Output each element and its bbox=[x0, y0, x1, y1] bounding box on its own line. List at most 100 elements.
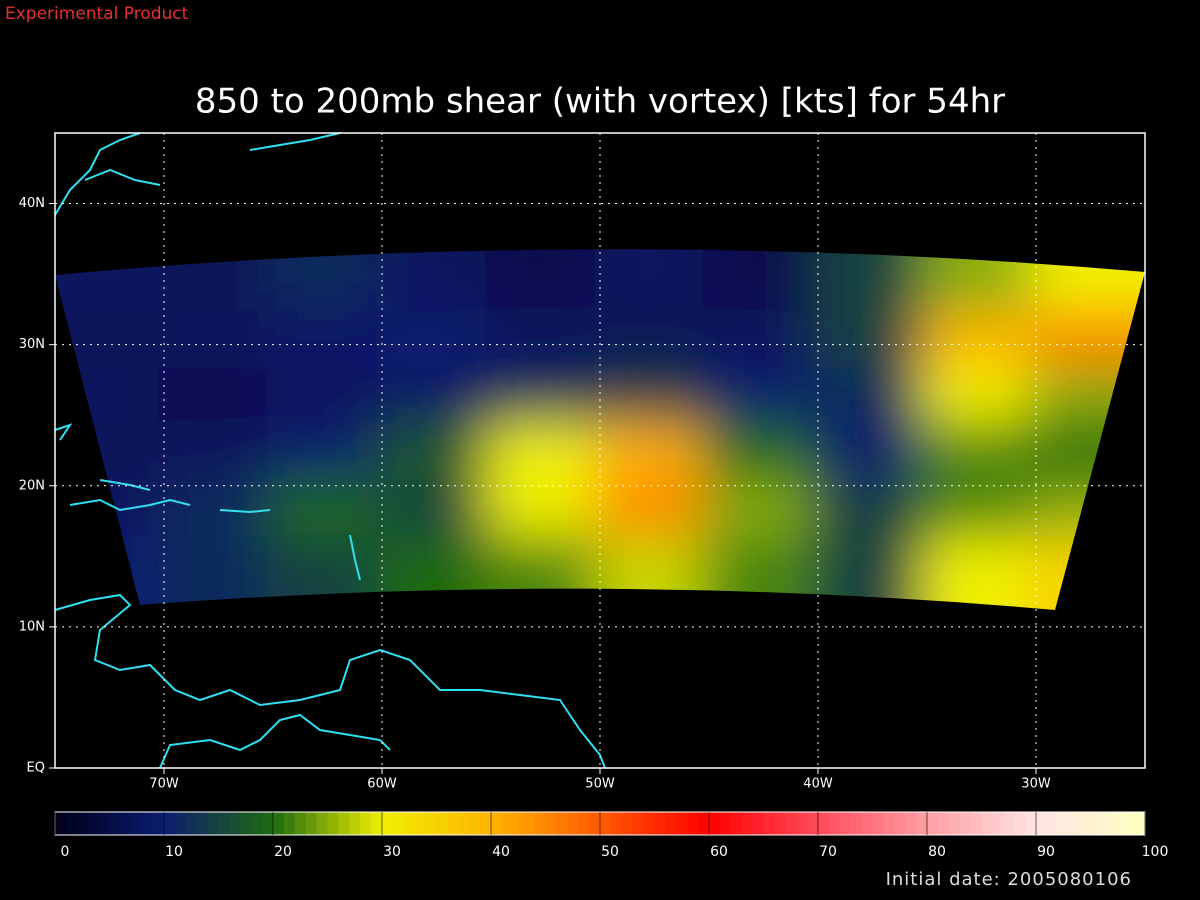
colorbar-step bbox=[55, 812, 67, 835]
colorbar-step bbox=[1057, 812, 1070, 835]
colorbar-step bbox=[992, 812, 1004, 835]
shear-cell bbox=[158, 536, 279, 610]
colorbar-step bbox=[218, 812, 230, 835]
colorbar-step bbox=[905, 812, 917, 835]
colorbar-step bbox=[316, 812, 328, 835]
colorbar-tick-label: 60 bbox=[710, 844, 728, 860]
colorbar-step bbox=[371, 812, 383, 835]
colorbar-step bbox=[229, 812, 241, 835]
colorbar-step bbox=[338, 812, 350, 835]
colorbar-tick-label: 90 bbox=[1037, 844, 1055, 860]
colorbar-step bbox=[850, 812, 863, 835]
colorbar-step bbox=[654, 812, 666, 835]
colorbar-step bbox=[403, 812, 416, 835]
colorbar-step bbox=[861, 812, 873, 835]
colorbar-step bbox=[1046, 812, 1059, 835]
colorbar-step bbox=[556, 812, 568, 835]
shear-cell bbox=[1030, 536, 1145, 610]
colorbar-step bbox=[185, 812, 198, 835]
colorbar-step bbox=[981, 812, 993, 835]
y-tick-label: 30N bbox=[19, 337, 45, 352]
colorbar-step bbox=[916, 812, 928, 835]
colorbar-step bbox=[392, 812, 405, 835]
coastlines bbox=[54, 132, 606, 769]
y-tick-label: 10N bbox=[19, 619, 45, 634]
colorbar-step bbox=[273, 812, 285, 835]
colorbar-step bbox=[1003, 812, 1015, 835]
shear-cell bbox=[594, 249, 715, 323]
colorbar-step bbox=[425, 812, 437, 835]
x-tick-label: 40W bbox=[803, 777, 833, 792]
colorbar-step bbox=[534, 812, 546, 835]
shear-cell bbox=[267, 249, 388, 323]
colorbar-step bbox=[643, 812, 655, 835]
chart-title: 850 to 200mb shear (with vortex) [kts] f… bbox=[195, 82, 1005, 122]
colorbar-step bbox=[447, 812, 459, 835]
colorbar-step bbox=[1123, 812, 1135, 835]
shear-cell bbox=[703, 249, 824, 323]
shear-cell bbox=[1030, 249, 1145, 323]
y-tick-label: EQ bbox=[27, 761, 45, 776]
y-tick-label: 40N bbox=[19, 196, 45, 211]
colorbar-step bbox=[589, 812, 601, 835]
shear-cell bbox=[376, 249, 497, 323]
shear-cell bbox=[921, 536, 1042, 610]
colorbar-step bbox=[327, 812, 339, 835]
colorbar-tick-label: 40 bbox=[492, 844, 510, 860]
colorbar-step bbox=[1101, 812, 1113, 835]
y-tick-label: 20N bbox=[19, 478, 45, 493]
colorbar-step bbox=[883, 812, 895, 835]
colorbar-step bbox=[1068, 812, 1081, 835]
colorbar-step bbox=[774, 812, 786, 835]
colorbar-step bbox=[545, 812, 557, 835]
colorbar-step bbox=[153, 812, 165, 835]
colorbar-step bbox=[872, 812, 884, 835]
colorbar-step bbox=[469, 812, 481, 835]
shear-cell bbox=[703, 536, 824, 610]
colorbar-step bbox=[1079, 812, 1091, 835]
colorbar-step bbox=[1014, 812, 1026, 835]
initial-date: Initial date: 2005080106 bbox=[886, 869, 1132, 890]
x-tick-label: 60W bbox=[367, 777, 397, 792]
colorbar-step bbox=[174, 812, 187, 835]
colorbar-step bbox=[796, 812, 808, 835]
colorbar-tick-label: 10 bbox=[165, 844, 183, 860]
colorbar-step bbox=[207, 812, 219, 835]
colorbar-step bbox=[948, 812, 961, 835]
colorbar-step bbox=[600, 812, 612, 835]
colorbar-step bbox=[360, 812, 372, 835]
shear-cell bbox=[812, 536, 933, 610]
colorbar-step bbox=[698, 812, 710, 835]
colorbar-step bbox=[719, 812, 732, 835]
colorbar-step bbox=[523, 812, 536, 835]
colorbar-step bbox=[665, 812, 677, 835]
colorbar-step bbox=[763, 812, 775, 835]
colorbar-step bbox=[491, 812, 503, 835]
shear-cell bbox=[594, 536, 715, 610]
colorbar-step bbox=[730, 812, 743, 835]
x-tick-label: 70W bbox=[149, 777, 179, 792]
colorbar-step bbox=[621, 812, 634, 835]
colorbar-step bbox=[828, 812, 841, 835]
colorbar-step bbox=[894, 812, 906, 835]
colorbar-step bbox=[1134, 812, 1146, 835]
colorbar-step bbox=[98, 812, 110, 835]
colorbar-step bbox=[709, 812, 721, 835]
colorbar-tick-label: 50 bbox=[601, 844, 619, 860]
colorbar-tick-label: 0 bbox=[61, 844, 70, 860]
colorbar-step bbox=[349, 812, 361, 835]
colorbar-step bbox=[76, 812, 89, 835]
colorbar-step bbox=[283, 812, 296, 835]
colorbar-tick-label: 100 bbox=[1142, 844, 1169, 860]
shear-cell bbox=[921, 249, 1042, 323]
colorbar-step bbox=[785, 812, 797, 835]
colorbar-step bbox=[959, 812, 972, 835]
colorbar-step bbox=[109, 812, 121, 835]
colorbar-step bbox=[164, 812, 176, 835]
colorbar-step bbox=[676, 812, 688, 835]
colorbar-step bbox=[1090, 812, 1102, 835]
colorbar-tick-label: 70 bbox=[819, 844, 837, 860]
map-frame bbox=[54, 132, 1146, 769]
